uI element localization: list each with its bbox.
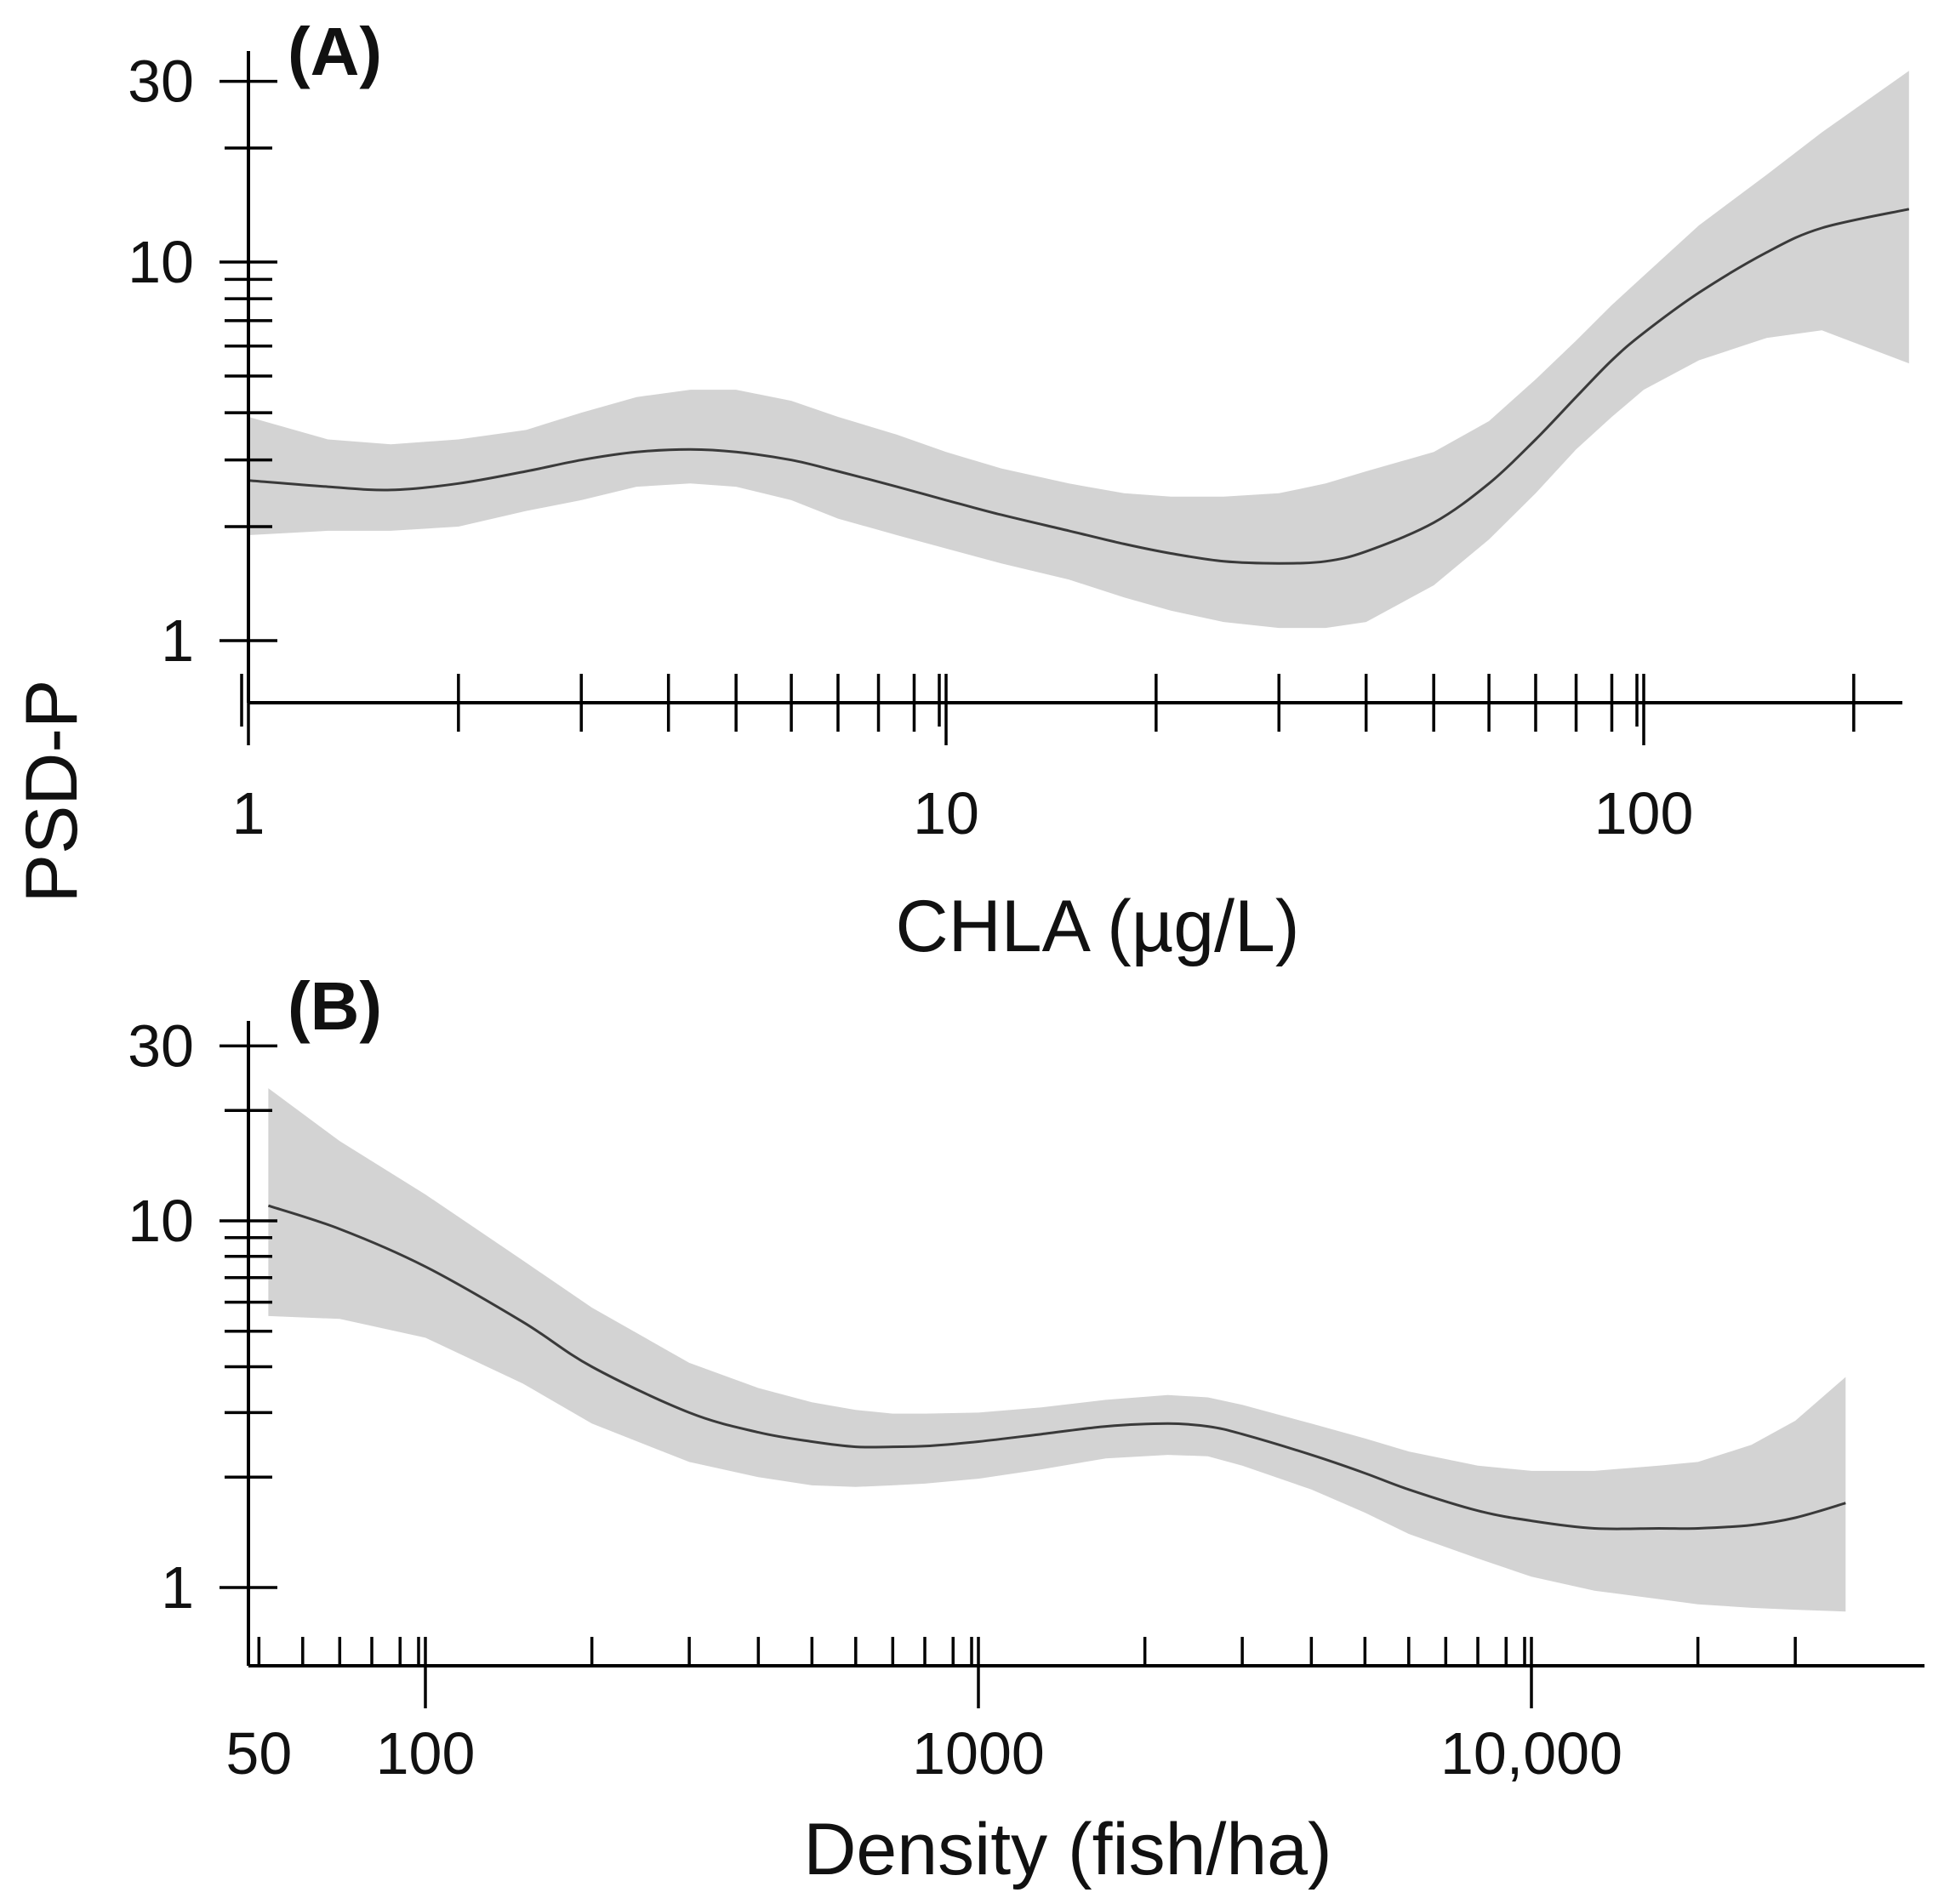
shared-y-axis-label: PSD-P	[11, 680, 93, 904]
panel-a-label: (A)	[288, 14, 382, 89]
panel-b-x-tick-label: 10,000	[1440, 1720, 1622, 1787]
panel-a-confidence-band	[248, 71, 1909, 629]
panel-b-y-tick-label: 10	[128, 1188, 194, 1254]
panel-a-y-tick-label: 10	[128, 229, 194, 295]
panel-a-x-tick-label: 100	[1594, 780, 1694, 847]
panel-a-y-tick-label: 1	[161, 607, 194, 674]
panel-a-confidence-band-group	[248, 71, 1909, 629]
panel-b-x-tick-label: 50	[225, 1720, 292, 1787]
panel-a-axes	[220, 51, 1902, 745]
panel-b-labels: 1 10 30 50 100 1000 10,000	[128, 1012, 1622, 1787]
panel-a-x-axis-title: CHLA (µg/L)	[896, 886, 1300, 967]
panel-a-fit-line-group	[248, 208, 1910, 565]
panel-b-y-tick-label: 1	[161, 1554, 194, 1621]
panel-b-y-tick-label: 30	[128, 1012, 194, 1079]
panel-a-fit-line	[248, 208, 1910, 565]
panel-b-x-axis-title: Density (fish/ha)	[803, 1809, 1331, 1890]
panel-b: 1 10 30 50 100 1000 10,000 (B) Density (fish/h…	[128, 968, 1924, 1890]
panel-a-x-tick-label: 1	[232, 780, 265, 847]
panel-b-axes	[220, 1021, 1924, 1708]
panel-b-x-tick-label: 1000	[912, 1720, 1045, 1787]
panel-b-label: (B)	[288, 968, 382, 1044]
panel-b-fit-line-group	[267, 1204, 1846, 1531]
panel-b-confidence-band-group	[268, 1088, 1846, 1612]
panel-a-y-tick-label: 30	[128, 48, 194, 115]
panel-a-x-tick-label: 10	[913, 780, 979, 847]
panel-a-labels: 1 10 30 1 10 100	[128, 48, 1693, 847]
panel-b-x-tick-label: 100	[376, 1720, 476, 1787]
panel-b-confidence-band	[268, 1088, 1846, 1612]
panel-b-fit-line	[267, 1204, 1846, 1531]
panel-a: 1 10 30 1 10 100 (A) CHLA (µg/L)	[128, 14, 1910, 967]
